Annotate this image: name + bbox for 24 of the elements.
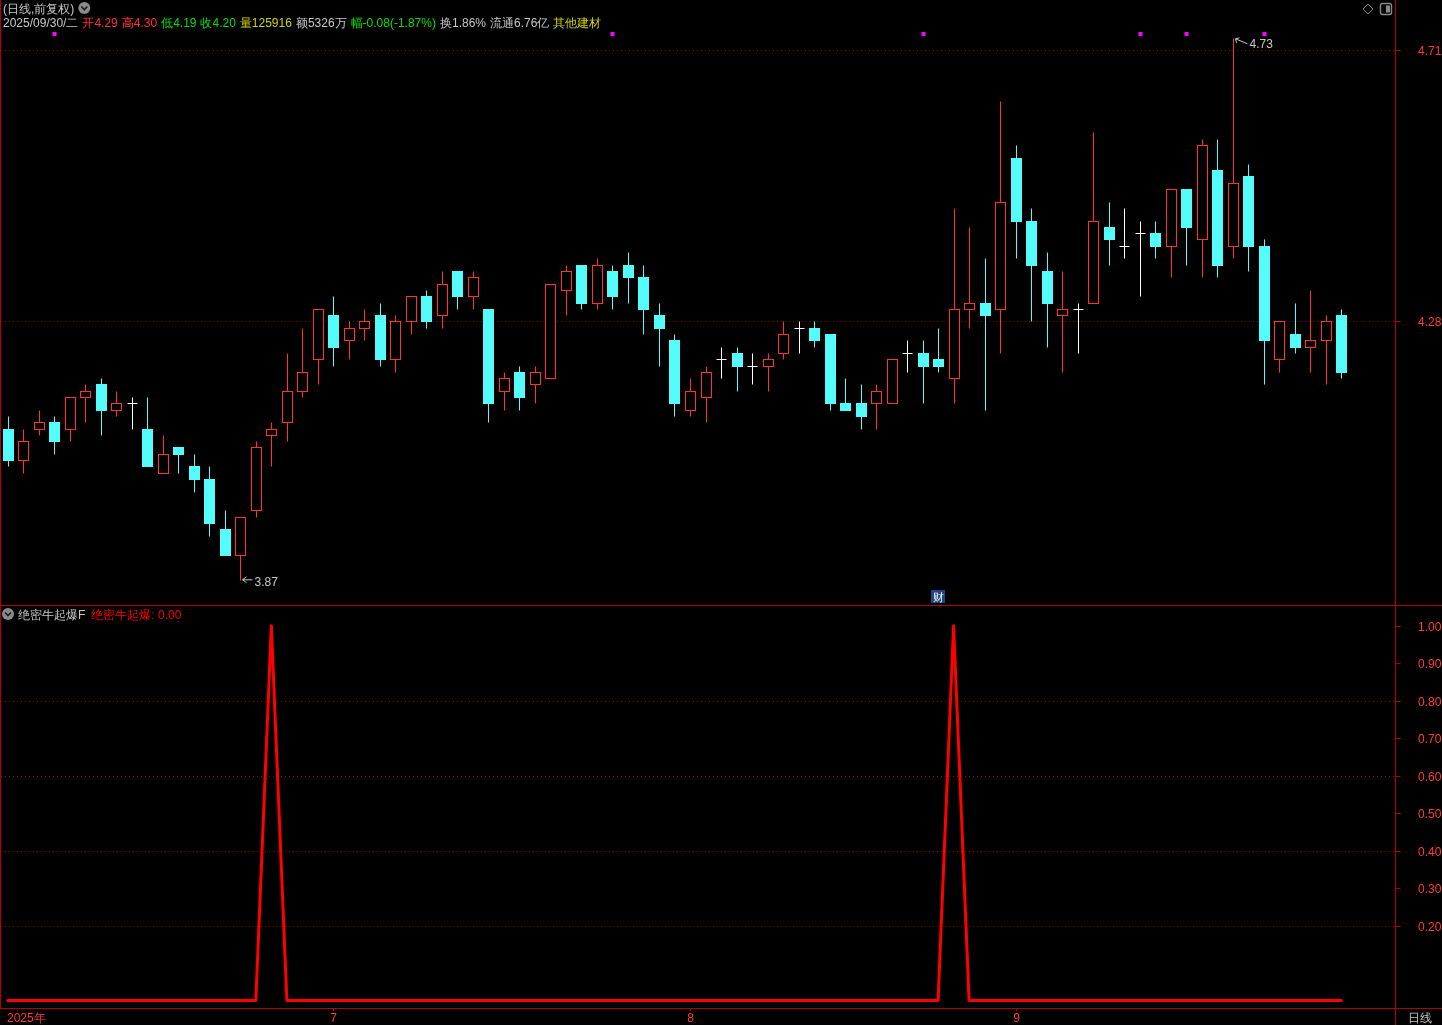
y-tick-label: 0.20 [1418,919,1442,934]
y-tick-label: 1.00 [1418,619,1442,634]
y-tick-label: 0.80 [1418,694,1442,709]
y-tick-label: 0.90 [1418,656,1442,671]
x-tick-label: 9 [1013,1011,1021,1025]
chart-title: (日线,前复权) [3,2,75,16]
y-tick-label: 4.28 [1418,314,1442,329]
y-tick-label: 0.70 [1418,731,1442,746]
y-tick-label: 0.50 [1418,806,1442,821]
text: 2025/09/30/二 开4.29 高4.30 低4.19 收4.20 量125916 额5326万 幅-0.08(-1.87%) 换1.86% 流通6.76亿 其他建材 [3,16,602,30]
annotation: 4.73 [1249,36,1274,51]
x-axis-title: 2025年 [7,1011,46,1025]
text: 日线 [1408,1011,1432,1025]
x-tick-label: 7 [330,1011,338,1025]
text: 绝密牛起爆 [91,608,152,622]
annotation: : 0.00 [151,608,182,622]
annotation: 3.87 [254,574,279,589]
y-tick-label: 0.30 [1418,881,1442,896]
chart-title: 绝密牛起爆F [18,608,86,622]
y-tick-label: 0.60 [1418,769,1442,784]
annotation: 财 [932,591,944,603]
y-tick-label: 0.40 [1418,844,1442,859]
y-tick-label: 4.71 [1418,43,1442,58]
x-tick-label: 8 [687,1011,695,1025]
